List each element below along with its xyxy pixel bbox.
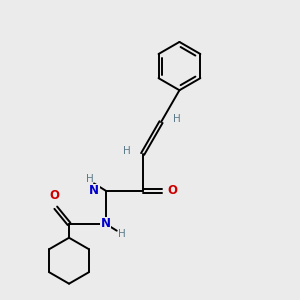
Text: H: H [123, 146, 130, 156]
Text: N: N [101, 218, 111, 230]
Text: O: O [167, 184, 177, 197]
Text: H: H [118, 229, 126, 239]
Text: H: H [173, 114, 181, 124]
Text: N: N [89, 184, 99, 197]
Text: H: H [86, 174, 94, 184]
Text: O: O [49, 189, 59, 202]
